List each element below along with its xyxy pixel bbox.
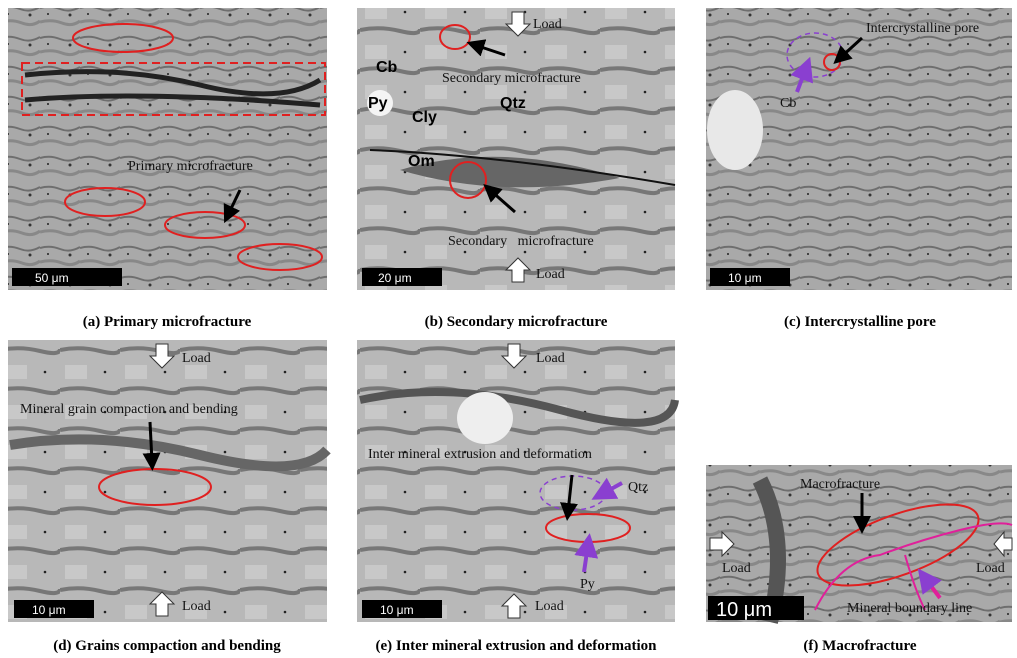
caption: (f) Macrofracture bbox=[803, 638, 916, 654]
label: Primary microfracture bbox=[128, 159, 253, 174]
label: Macrofracture bbox=[800, 477, 880, 492]
label: Load bbox=[182, 351, 211, 366]
label: Load bbox=[182, 599, 211, 614]
label: Secondary microfracture bbox=[442, 71, 581, 86]
scale-bar: 10 μm bbox=[32, 603, 66, 617]
label: Py bbox=[368, 95, 388, 112]
label: Mineral grain compaction and bending bbox=[20, 402, 238, 417]
panel-c: Intercrystalline pore Cb 10 μm (c) Inter… bbox=[706, 8, 1012, 330]
panel-e: Load Inter mineral extrusion and deforma… bbox=[357, 340, 675, 654]
label: Cb bbox=[780, 96, 796, 111]
label: Cb bbox=[376, 59, 398, 76]
label: Qtz bbox=[500, 95, 526, 112]
scale-bar: 20 μm bbox=[378, 271, 412, 285]
scale-bar: 10 μm bbox=[716, 599, 772, 621]
label: Load bbox=[976, 561, 1005, 576]
label: Intercrystalline pore bbox=[866, 21, 979, 36]
label: Load bbox=[535, 599, 564, 614]
caption: (b) Secondary microfracture bbox=[425, 314, 608, 330]
caption: (e) Inter mineral extrusion and deformat… bbox=[376, 638, 658, 654]
scale-bar: 10 μm bbox=[728, 271, 762, 285]
label: Secondary microfracture bbox=[448, 234, 594, 249]
label: Mineral boundary line bbox=[847, 601, 972, 616]
caption: (d) Grains compaction and bending bbox=[53, 638, 281, 654]
panel-a: Primary microfracture 50 μm (a) Primary … bbox=[8, 8, 327, 330]
caption: (a) Primary microfracture bbox=[83, 314, 252, 330]
scale-bar: 10 μm bbox=[380, 603, 414, 617]
label: Inter mineral extrusion and deformation bbox=[368, 447, 592, 462]
label: Load bbox=[533, 17, 562, 32]
caption: (c) Intercrystalline pore bbox=[784, 314, 936, 330]
label: Load bbox=[536, 267, 565, 282]
figure: Primary microfracture 50 μm (a) Primary … bbox=[0, 0, 1017, 658]
panel-b: Load Cb Py Cly Qtz Secondary microfractu… bbox=[357, 8, 675, 330]
label: Load bbox=[536, 351, 565, 366]
panel-f: Macrofracture Load Load Mineral boundary… bbox=[706, 465, 1012, 654]
scale-bar: 50 μm bbox=[35, 271, 69, 285]
label: Load bbox=[722, 561, 751, 576]
label: Qtz bbox=[628, 480, 648, 495]
label: Om bbox=[408, 153, 435, 170]
label: Cly bbox=[412, 109, 437, 126]
label: Py bbox=[580, 577, 595, 592]
panel-d: Load Mineral grain compaction and bendin… bbox=[8, 340, 327, 654]
